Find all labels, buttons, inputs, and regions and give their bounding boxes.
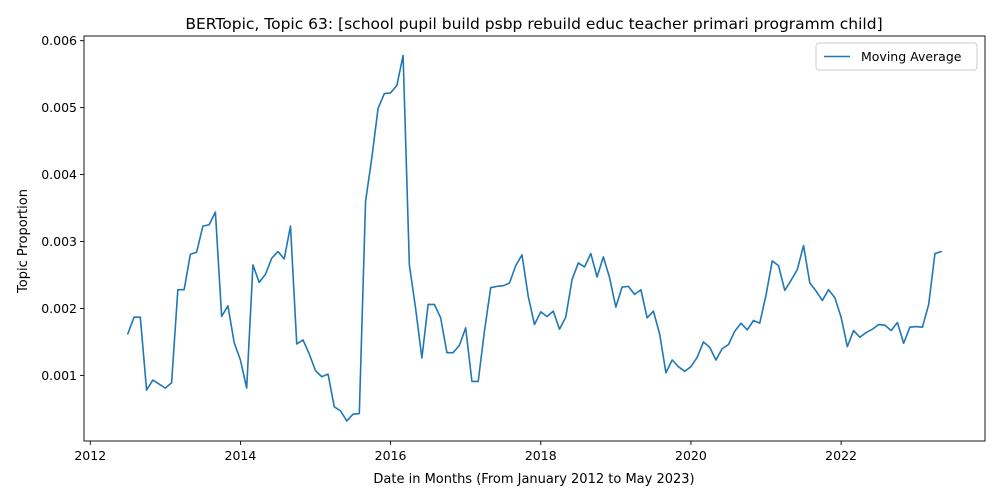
y-tick-label: 0.002 xyxy=(41,301,77,316)
x-tick-label: 2012 xyxy=(74,448,106,463)
y-tick-label: 0.001 xyxy=(41,368,77,383)
y-tick-label: 0.004 xyxy=(41,167,77,182)
x-tick-label: 2022 xyxy=(825,448,857,463)
x-tick-label: 2020 xyxy=(675,448,707,463)
x-axis: 2012 2014 2016 2018 2020 2022 xyxy=(74,441,857,463)
series-line-moving-average xyxy=(127,54,943,422)
y-tick-label: 0.003 xyxy=(41,234,77,249)
y-axis-label: Topic Proportion xyxy=(16,189,31,294)
legend-box xyxy=(815,42,978,71)
plot-frame xyxy=(83,35,986,442)
series-layer xyxy=(127,54,943,422)
x-axis-label: Date in Months (From January 2012 to May… xyxy=(373,472,694,487)
x-tick-label: 2014 xyxy=(225,448,257,463)
plot-area xyxy=(83,35,986,442)
legend-label-moving-average: Moving Average xyxy=(861,49,962,64)
chart-title: BERTopic, Topic 63: [school pupil build … xyxy=(185,15,882,33)
x-tick-label: 2016 xyxy=(375,448,407,463)
y-axis: 0.001 0.002 0.003 0.004 0.005 0.006 xyxy=(41,33,84,383)
y-tick-label: 0.005 xyxy=(41,100,77,115)
legend: Moving Average xyxy=(815,42,978,71)
y-tick-label: 0.006 xyxy=(41,33,77,48)
x-tick-label: 2018 xyxy=(525,448,557,463)
